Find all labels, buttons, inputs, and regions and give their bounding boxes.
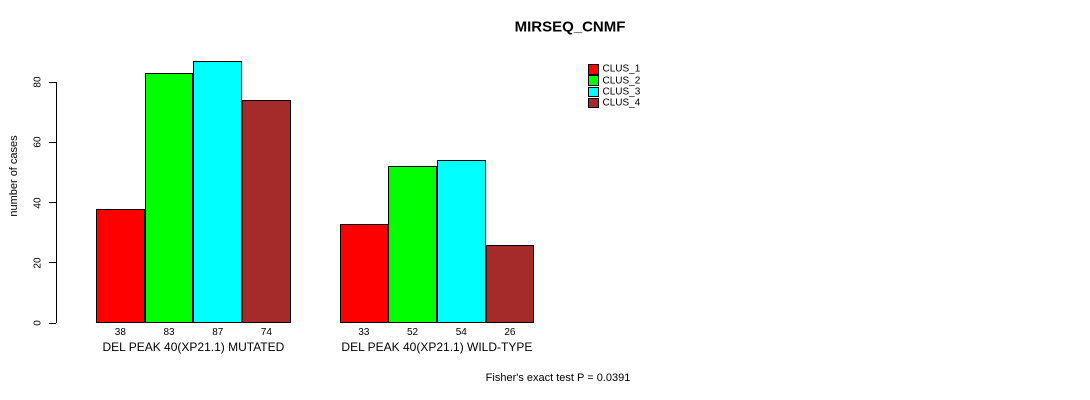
bar — [193, 60, 243, 323]
y-tick-mark — [49, 141, 56, 143]
fisher-test-annotation: Fisher's exact test P = 0.0391 — [485, 372, 631, 384]
y-tick-label: 60 — [32, 136, 44, 148]
y-tick-mark — [49, 262, 56, 264]
y-tick-label: 40 — [32, 196, 44, 209]
bar-value-label: 52 — [406, 327, 419, 338]
bar-value-label: 83 — [163, 327, 175, 338]
bar — [144, 72, 194, 323]
group-label: DEL PEAK 40(XP21.1) MUTATED — [102, 340, 285, 354]
y-tick-label: 20 — [32, 257, 44, 269]
bar-value-label: 74 — [260, 327, 272, 338]
y-tick-label: 80 — [32, 76, 44, 88]
legend-swatch — [588, 97, 599, 109]
legend-swatch — [588, 64, 599, 75]
bar — [388, 166, 437, 323]
bar-value-label: 54 — [455, 327, 467, 338]
bar — [96, 208, 145, 323]
y-axis-line — [56, 82, 57, 323]
legend-label: CLUS_2 — [602, 75, 641, 87]
chart-title: MIRSEQ_CNMF — [514, 18, 626, 36]
bar — [485, 244, 535, 323]
y-axis-label: number of cases — [8, 135, 20, 217]
legend-label: CLUS_3 — [602, 86, 641, 98]
bar — [339, 223, 389, 323]
bar-value-label: 38 — [114, 327, 126, 338]
y-tick-label: 0 — [32, 320, 44, 326]
bar — [242, 100, 291, 323]
bar-value-label: 87 — [212, 327, 224, 338]
bar-value-label: 26 — [504, 327, 516, 338]
y-tick-mark — [49, 322, 56, 324]
legend-swatch — [588, 75, 599, 86]
legend-label: CLUS_1 — [602, 63, 641, 75]
legend-label: CLUS_4 — [602, 97, 641, 109]
y-tick-mark — [49, 81, 56, 83]
bar-value-label: 33 — [358, 327, 370, 338]
bar — [436, 160, 486, 323]
legend-swatch — [588, 86, 599, 98]
y-tick-mark — [49, 202, 56, 203]
group-label: DEL PEAK 40(XP21.1) WILD-TYPE — [341, 340, 533, 354]
